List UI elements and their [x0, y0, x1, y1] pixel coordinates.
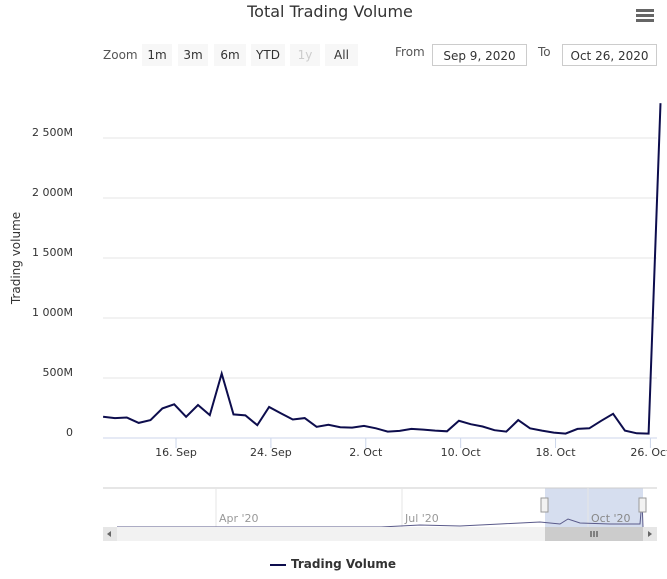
y-tick-label: 2 500M — [32, 126, 73, 139]
series-line-trading-volume — [102, 103, 662, 435]
zoom-6m-button[interactable]: 6m — [214, 44, 246, 66]
chart-title: Total Trading Volume — [247, 2, 413, 21]
y-tick-label: 1 500M — [32, 246, 73, 259]
navigator-label-apr: Apr '20 — [219, 512, 259, 525]
navigator-label-oct: Oct '20 — [591, 512, 631, 525]
zoom-ytd-button[interactable]: YTD — [251, 44, 285, 66]
zoom-all-button[interactable]: All — [325, 44, 358, 66]
arrow-right-icon — [648, 531, 652, 537]
x-tick-label: 10. Oct — [441, 446, 482, 459]
navigator-series — [117, 499, 644, 528]
x-tick-label: 16. Sep — [155, 446, 197, 459]
x-tick-label: 26. Oct — [630, 446, 667, 459]
to-label: To — [538, 45, 551, 59]
navigator-left-handle[interactable] — [540, 497, 549, 513]
scrollbar-track[interactable] — [103, 527, 657, 541]
x-tick-label: 18. Oct — [536, 446, 577, 459]
navigator-right-handle[interactable] — [638, 497, 647, 513]
zoom-3m-button[interactable]: 3m — [178, 44, 208, 66]
to-date-input[interactable]: Oct 26, 2020 — [562, 44, 657, 66]
hamburger-menu-icon[interactable] — [636, 9, 654, 23]
grip-icon — [590, 531, 598, 537]
zoom-1y-button: 1y — [290, 44, 320, 66]
y-tick-label: 0 — [66, 426, 73, 439]
y-tick-label: 500M — [43, 366, 74, 379]
from-date-input[interactable]: Sep 9, 2020 — [432, 44, 527, 66]
x-tick-label: 24. Sep — [250, 446, 292, 459]
zoom-label: Zoom — [103, 48, 138, 62]
arrow-left-icon — [107, 531, 111, 537]
y-tick-label: 1 000M — [32, 306, 73, 319]
y-axis-title: Trading volume — [9, 212, 23, 305]
legend-label: Trading Volume — [291, 557, 397, 571]
x-tick-label: 2. Oct — [349, 446, 383, 459]
legend-line-icon — [270, 563, 286, 566]
navigator-label-jul: Jul '20 — [404, 512, 439, 525]
navigator-selection-mask[interactable] — [545, 488, 643, 527]
legend-item-trading-volume[interactable]: Trading Volume — [270, 557, 396, 571]
y-tick-label: 2 000M — [32, 186, 73, 199]
zoom-1m-button[interactable]: 1m — [142, 44, 172, 66]
from-label: From — [395, 45, 425, 59]
